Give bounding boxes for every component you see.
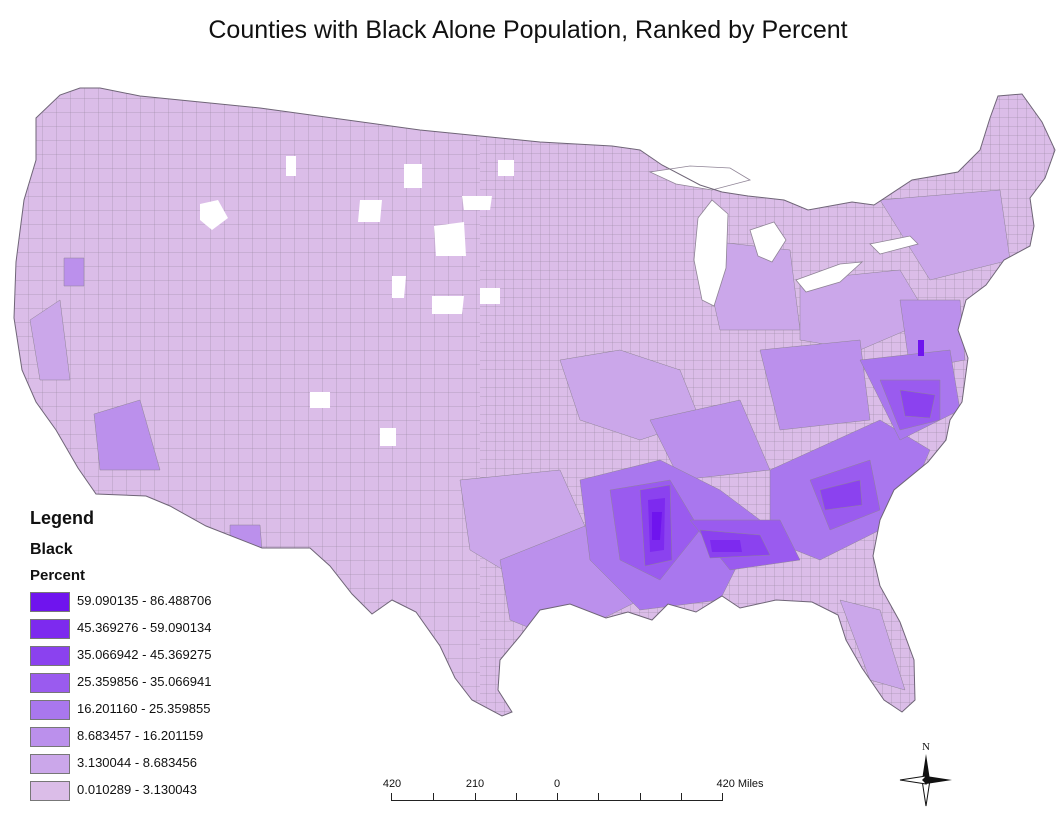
legend-swatch [30, 754, 70, 774]
legend-swatch [30, 673, 70, 693]
legend-row: 35.066942 - 45.369275 [30, 643, 211, 670]
legend-row: 45.369276 - 59.090134 [30, 616, 211, 643]
legend-label: 59.090135 - 86.488706 [77, 593, 212, 608]
scale-tick [681, 793, 682, 801]
legend-row: 3.130044 - 8.683456 [30, 751, 197, 778]
legend-row: 25.359856 - 35.066941 [30, 670, 211, 697]
scale-label-420-left: 420 [382, 778, 402, 790]
legend-swatch [30, 646, 70, 666]
map-title: Counties with Black Alone Population, Ra… [208, 16, 848, 44]
legend-swatch [30, 619, 70, 639]
scale-tick [598, 793, 599, 801]
legend-swatch [30, 781, 70, 801]
legend-swatch [30, 592, 70, 612]
legend-heading: Legend [30, 508, 95, 528]
north-label: N [922, 741, 930, 753]
legend-label: 25.359856 - 35.066941 [77, 674, 212, 689]
legend-row: 16.201160 - 25.359855 [30, 697, 211, 724]
scale-label-210: 210 [465, 778, 485, 790]
legend-row: 8.683457 - 16.201159 [30, 724, 203, 751]
legend-subfield: Percent [30, 567, 86, 584]
scale-tick [640, 793, 641, 801]
scale-tick [722, 793, 723, 801]
scale-label-0: 0 [553, 778, 561, 790]
legend-label: 16.201160 - 25.359855 [77, 701, 211, 716]
legend-label: 8.683457 - 16.201159 [77, 728, 204, 743]
legend-row: 59.090135 - 86.488706 [30, 589, 211, 616]
scale-tick [557, 793, 558, 801]
legend-swatch [30, 727, 70, 747]
legend-label: 35.066942 - 45.369275 [77, 647, 212, 662]
legend-swatch [30, 700, 70, 720]
legend-label: 45.369276 - 59.090134 [77, 620, 212, 635]
scale-tick [516, 793, 517, 801]
scale-tick [391, 793, 392, 801]
scale-line [391, 800, 722, 801]
north-arrow-icon: N [895, 738, 955, 808]
legend-label: 3.130044 - 8.683456 [77, 755, 197, 770]
legend: Legend Black Percent 59.090135 - 86.4887… [30, 508, 211, 805]
scale-tick [433, 793, 434, 801]
scale-label-420-miles: 420 Miles [716, 778, 764, 790]
legend-classes: 59.090135 - 86.488706 45.369276 - 59.0901… [30, 589, 211, 805]
legend-field: Black [30, 541, 73, 558]
scale-tick [475, 793, 476, 801]
scale-bar: 420 210 0 420 Miles [378, 778, 798, 810]
legend-row: 0.010289 - 3.130043 [30, 778, 197, 805]
legend-label: 0.010289 - 3.130043 [77, 782, 197, 797]
